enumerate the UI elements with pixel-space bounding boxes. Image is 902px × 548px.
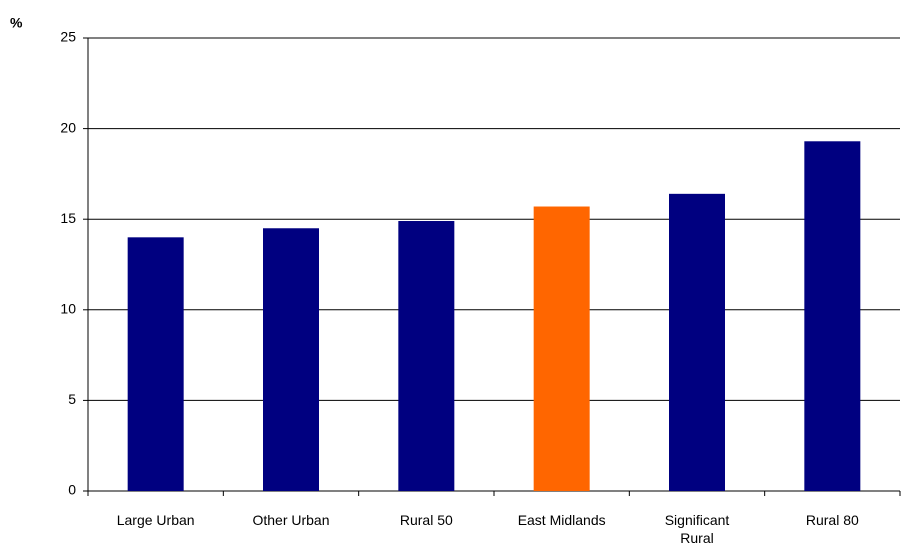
x-tick-label: Significant Rural (664, 512, 730, 546)
bar (263, 228, 319, 491)
bar (127, 237, 184, 491)
x-tick-label: Rural 80 (805, 512, 859, 528)
bar (669, 193, 725, 491)
y-tick-label: 0 (68, 482, 76, 498)
y-tick-label: 5 (68, 391, 76, 407)
bar (398, 221, 455, 491)
y-tick-label: 20 (60, 119, 76, 135)
y-axis-label: % (10, 15, 23, 31)
x-tick-label: East Midlands (517, 512, 606, 528)
x-tick-label: Large Urban (116, 512, 195, 528)
bar (804, 141, 861, 491)
x-tick-label: Rural 50 (399, 512, 453, 528)
y-tick-label: 10 (60, 301, 76, 317)
y-tick-label: 15 (60, 210, 76, 226)
y-tick-label: 25 (60, 29, 76, 45)
x-tick-label: Other Urban (252, 512, 330, 528)
bar (533, 206, 590, 492)
